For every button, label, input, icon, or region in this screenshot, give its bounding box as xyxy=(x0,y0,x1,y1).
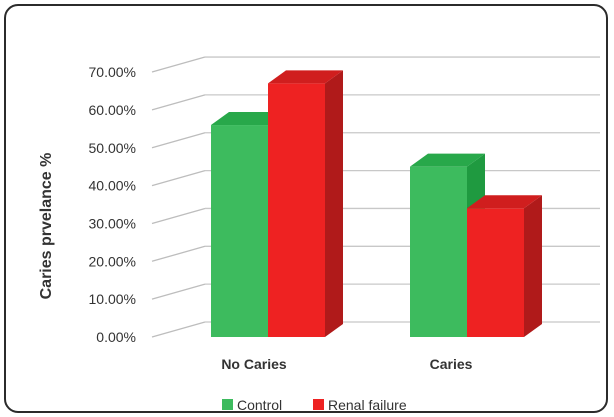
y-tick-label: 40.00% xyxy=(89,178,136,194)
y-tick-label: 60.00% xyxy=(89,102,136,118)
bar-front xyxy=(268,83,325,337)
legend: Control Renal failure xyxy=(222,397,407,413)
bar-top xyxy=(410,153,485,167)
y-tick-label: 0.00% xyxy=(96,329,136,345)
gridline-diagonal xyxy=(151,169,206,187)
gridline-diagonal xyxy=(151,321,206,338)
x-category-label: No Caries xyxy=(221,356,287,372)
y-tick-label: 70.00% xyxy=(89,64,136,80)
gridline-diagonal xyxy=(151,283,206,300)
legend-item: Renal failure xyxy=(313,397,407,413)
bars xyxy=(211,70,542,337)
y-tick-label: 10.00% xyxy=(89,291,136,307)
y-axis-ticks: 0.00% 10.00% 20.00% 30.00% 40.00% 50.00% 60.00… xyxy=(89,64,136,345)
y-tick-label: 20.00% xyxy=(89,253,136,269)
gridline-diagonal xyxy=(151,132,206,149)
x-axis-categories: No Caries Caries xyxy=(221,356,472,372)
bar-front xyxy=(467,208,524,337)
gridline-diagonal xyxy=(151,56,206,73)
y-axis-label: Caries prvelance % xyxy=(38,153,55,300)
gridline-diagonal xyxy=(151,94,206,111)
x-category-label: Caries xyxy=(430,356,473,372)
bar-front xyxy=(410,166,467,337)
y-tick-label: 30.00% xyxy=(89,215,136,231)
bar-renal-failure-no-caries xyxy=(268,70,343,337)
bar-renal-failure-caries xyxy=(467,195,542,337)
y-tick-label: 50.00% xyxy=(89,140,136,156)
legend-label: Renal failure xyxy=(328,397,407,413)
gridline-diagonal xyxy=(151,245,206,262)
legend-swatch xyxy=(313,399,324,410)
bar-top xyxy=(211,112,286,126)
legend-label: Control xyxy=(237,397,282,413)
bar-front xyxy=(211,125,268,337)
bar-side xyxy=(325,70,343,337)
gridline-diagonal xyxy=(151,207,206,225)
legend-swatch xyxy=(222,399,233,410)
bar-side xyxy=(524,195,542,337)
bar-top xyxy=(268,70,343,84)
legend-item: Control xyxy=(222,397,282,413)
bar-top xyxy=(467,195,542,209)
